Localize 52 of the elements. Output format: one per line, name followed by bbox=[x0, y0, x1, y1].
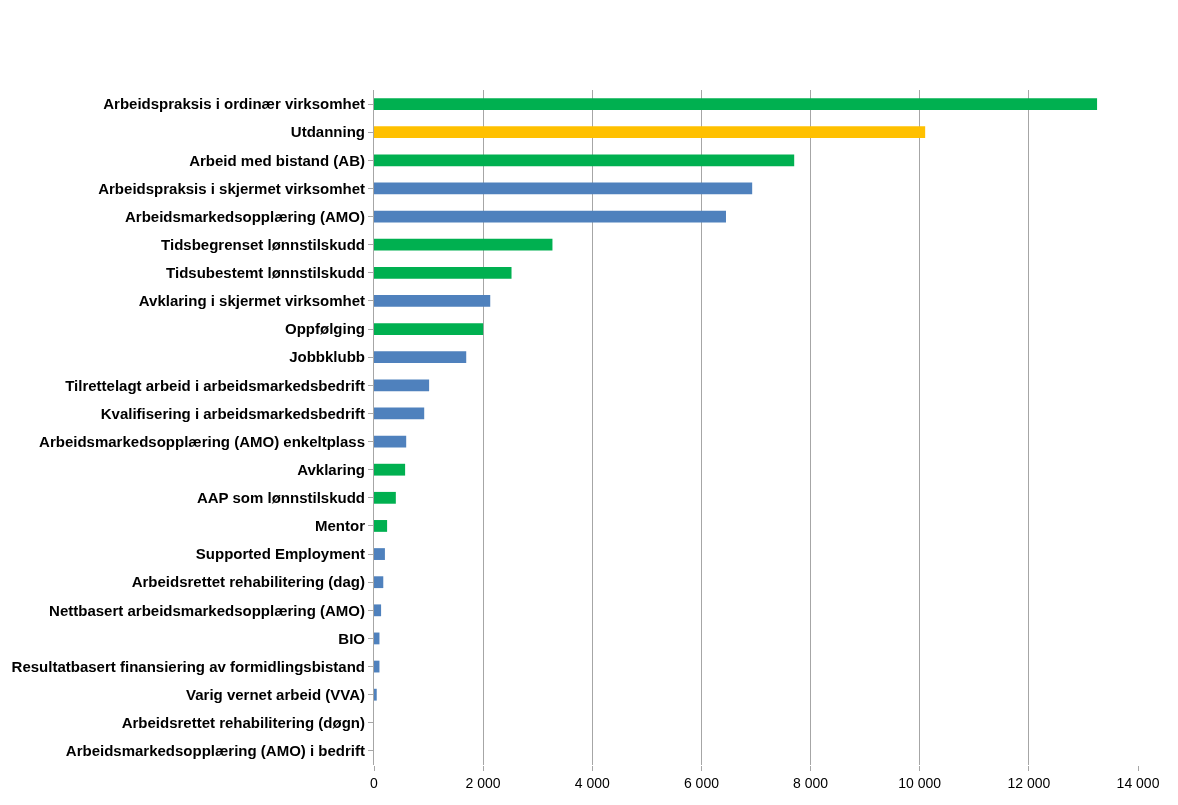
y-tick-label: Arbeidsmarkedsopplæring (AMO) i bedrift bbox=[65, 742, 365, 760]
x-tick-label: 4 000 bbox=[574, 774, 611, 791]
bar bbox=[374, 463, 406, 476]
bar bbox=[374, 182, 753, 195]
y-tick-label: Tilrettelagt arbeid i arbeidsmarkedsbedrift bbox=[65, 376, 365, 394]
x-tick-label: 0 bbox=[370, 774, 379, 791]
bar bbox=[374, 520, 388, 532]
x-tick-label: 12 000 bbox=[1007, 774, 1051, 791]
bar bbox=[374, 98, 1098, 110]
x-tick-label: 8 000 bbox=[793, 774, 829, 791]
bar bbox=[374, 323, 484, 335]
y-tick-label: Nettbasert arbeidsmarkedsopplæring (AMO) bbox=[49, 601, 365, 619]
bar bbox=[374, 435, 407, 448]
y-tick-label: Varig vernet arbeid (VVA) bbox=[186, 685, 365, 703]
y-tick-label: Supported Employment bbox=[195, 545, 365, 563]
bar bbox=[374, 266, 512, 279]
y-tick-label: Arbeidspraksis i skjermet virksomhet bbox=[98, 179, 365, 197]
y-tick-label: Resultatbasert finansiering av formidlingsbistand bbox=[11, 657, 365, 675]
y-tick-label: Arbeidsmarkedsopplæring (AMO) bbox=[124, 207, 365, 225]
y-tick-label: Arbeidsmarkedsopplæring (AMO) enkeltplass bbox=[39, 432, 365, 450]
y-tick-label: Arbeidsrettet rehabilitering (dag) bbox=[131, 573, 365, 591]
bar bbox=[374, 295, 491, 307]
y-tick-label: Avklaring i skjermet virksomhet bbox=[138, 292, 365, 310]
y-tick-label: Tidsbegrenset lønnstilskudd bbox=[161, 235, 365, 253]
y-tick-label: Utdanning bbox=[290, 123, 365, 141]
bar bbox=[374, 379, 430, 392]
y-tick-label: Tidsubestemt lønnstilskudd bbox=[166, 264, 365, 282]
y-tick-label: Avklaring bbox=[297, 460, 365, 478]
bar bbox=[374, 126, 926, 139]
y-tick-label: Arbeid med bistand (AB) bbox=[189, 151, 365, 169]
y-tick-label: Oppfølging bbox=[285, 320, 365, 338]
x-tick-label: 14 000 bbox=[1116, 774, 1160, 791]
bar bbox=[374, 238, 553, 251]
y-tick-label: Arbeidspraksis i ordinær virksomhet bbox=[103, 95, 365, 113]
y-tick-label: Arbeidsrettet rehabilitering (døgn) bbox=[121, 714, 365, 732]
bar bbox=[374, 407, 425, 420]
y-tick-label: AAP som lønnstilskudd bbox=[196, 489, 365, 507]
y-tick-label: BIO bbox=[338, 629, 366, 647]
x-tick-label: 10 000 bbox=[898, 774, 942, 791]
bar bbox=[374, 604, 382, 617]
bar bbox=[374, 351, 467, 364]
bar bbox=[374, 491, 396, 504]
bar bbox=[374, 210, 726, 223]
bar bbox=[374, 576, 384, 589]
y-tick-label: Mentor bbox=[315, 517, 366, 535]
bar bbox=[374, 688, 377, 701]
bar bbox=[374, 548, 385, 560]
x-tick-label: 6 000 bbox=[683, 774, 720, 791]
bar bbox=[374, 154, 795, 167]
y-tick-label: Jobbklubb bbox=[289, 348, 365, 366]
x-tick-label: 2 000 bbox=[465, 774, 501, 791]
y-tick-label: Kvalifisering i arbeidsmarkedsbedrift bbox=[100, 404, 365, 422]
